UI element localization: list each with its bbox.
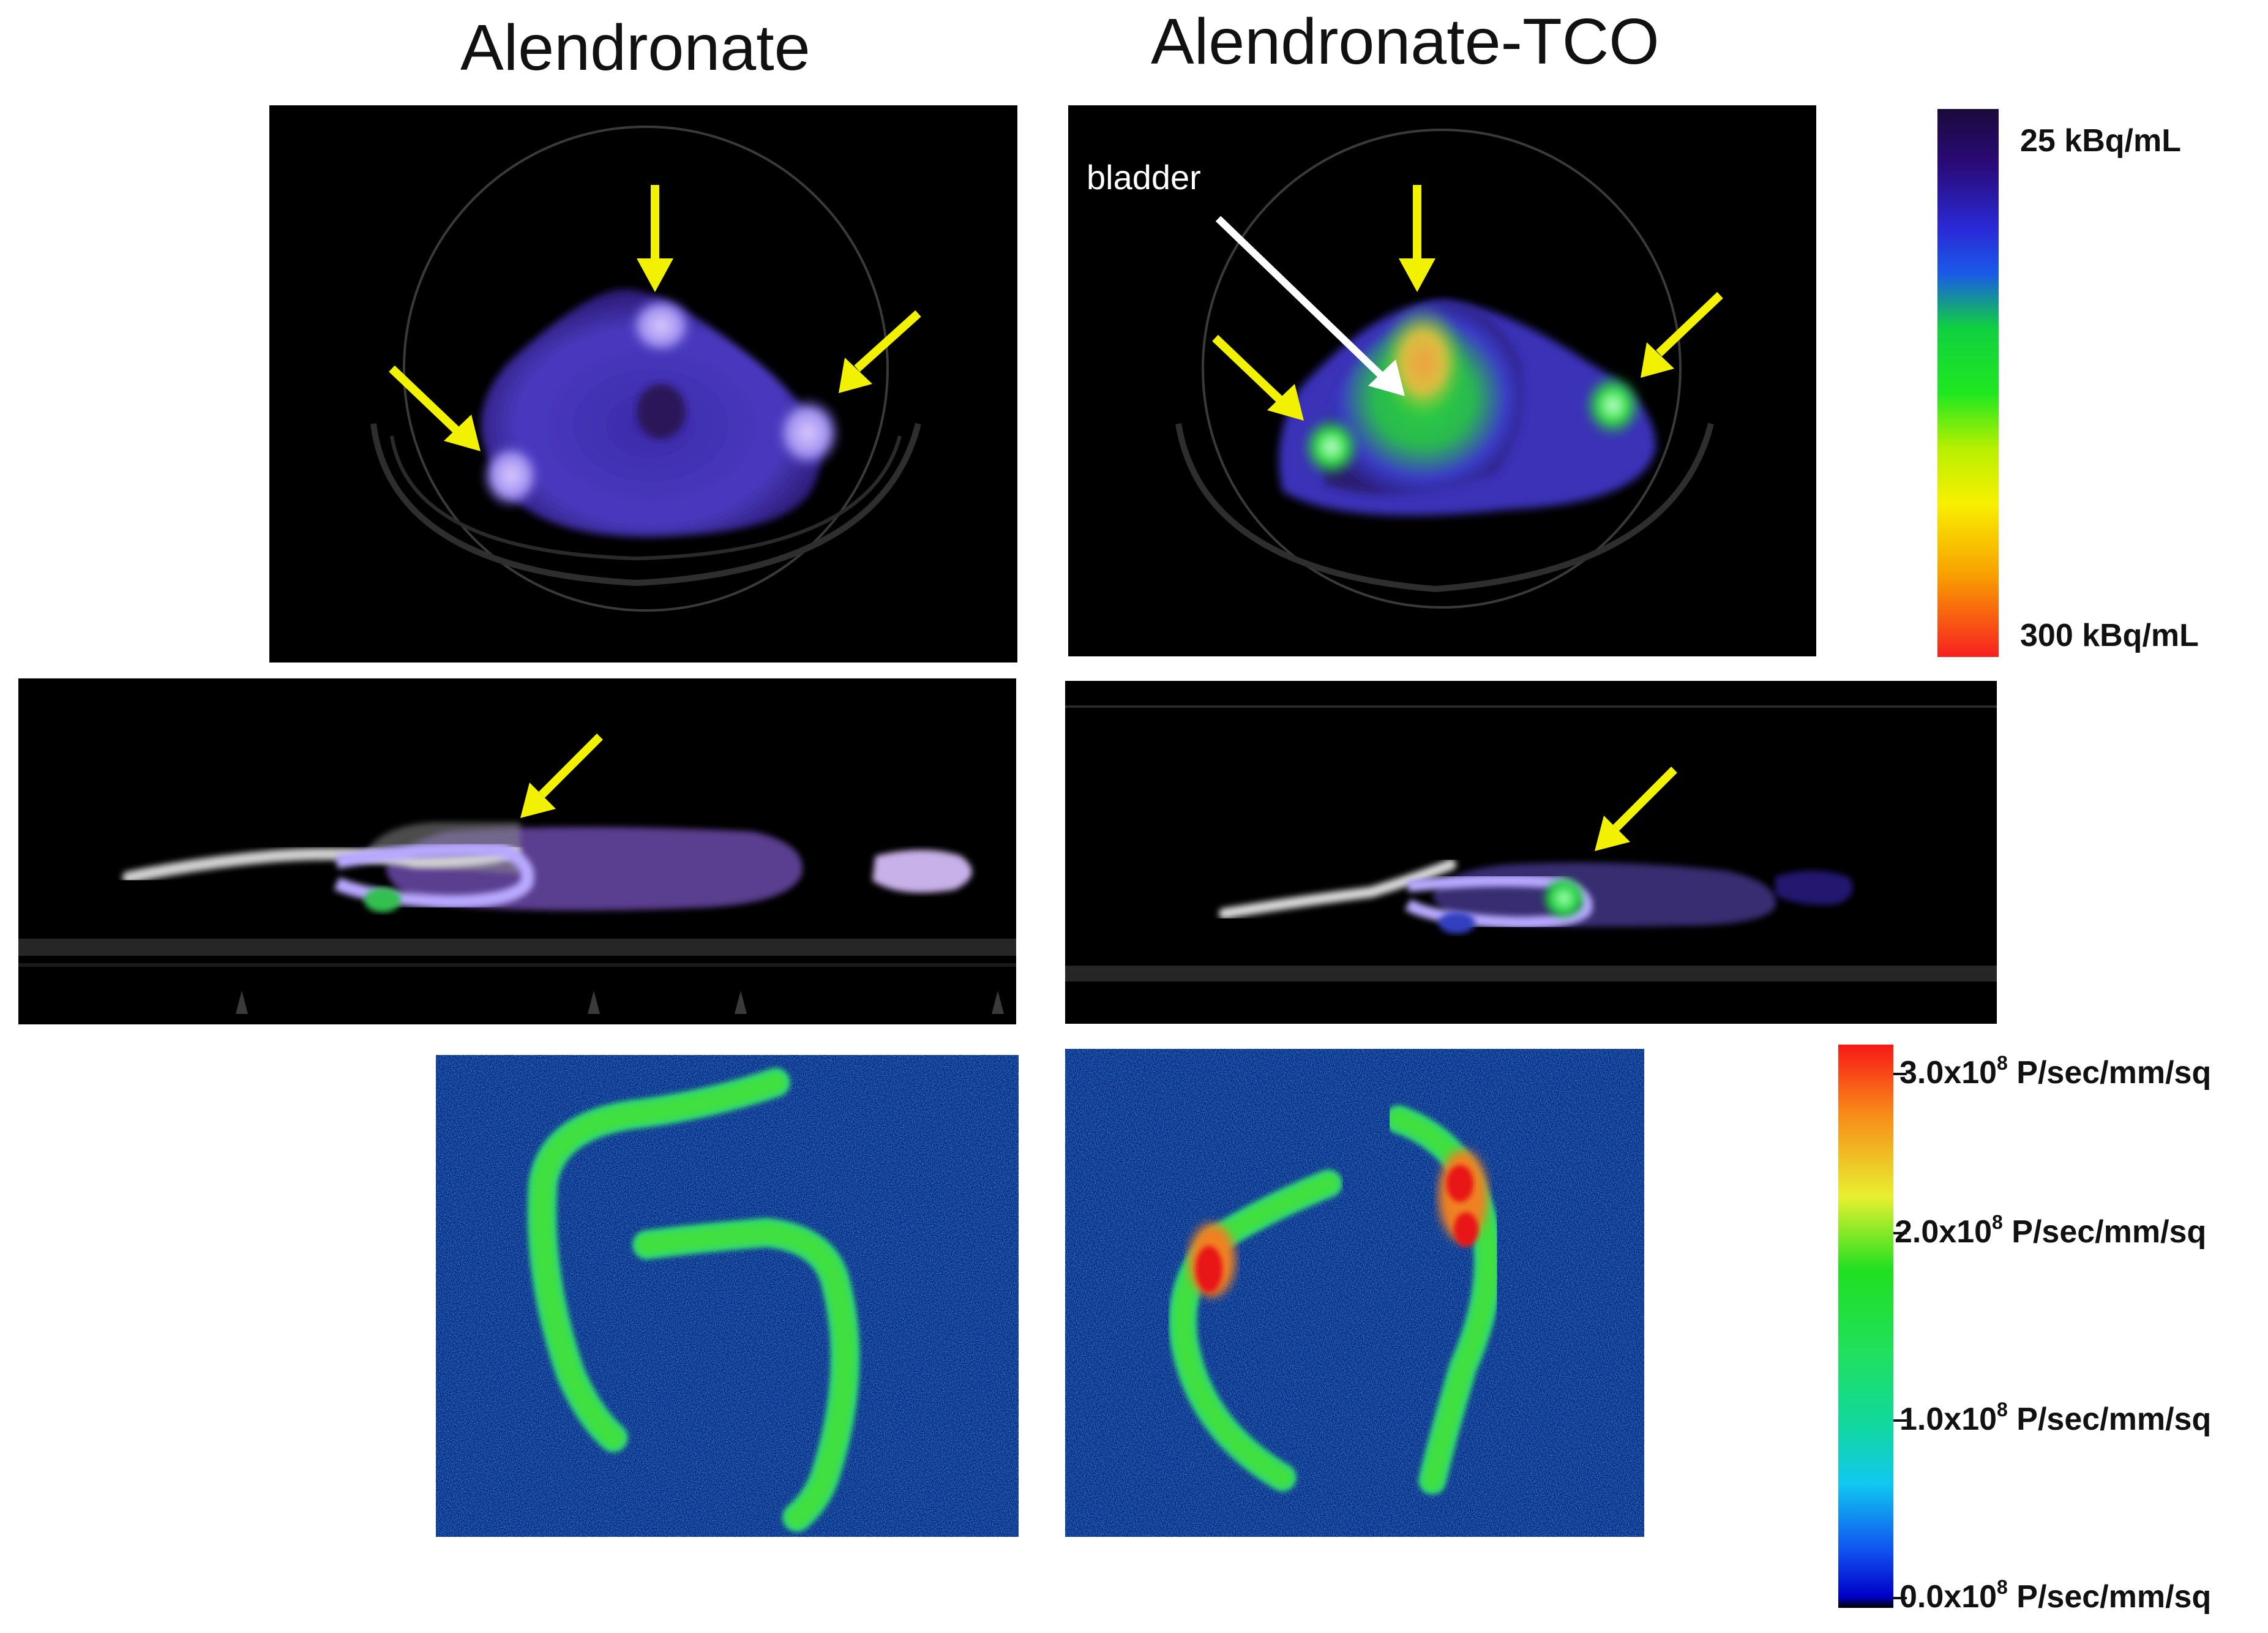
column-title-alendronate: Alendronate xyxy=(460,12,810,84)
pet-colorbar-bottom-label: 300 kBq/mL xyxy=(2020,618,2199,653)
pet-axial-alendronate xyxy=(269,105,1017,663)
pet-sagittal-alendronate xyxy=(18,678,1016,1024)
fluorescence-colorbar-tick xyxy=(1893,1073,1907,1075)
fluorescence-colorbar-label-0: 0.0x108 P/sec/mm/sq xyxy=(1899,1576,2212,1615)
fluorescence-colorbar-tick xyxy=(1893,1597,1907,1599)
fluorescence-colorbar-tick xyxy=(1893,1232,1907,1234)
fluorescence-colorbar-tick xyxy=(1893,1419,1907,1422)
fluorescence-alendronate-tco-image xyxy=(1065,1049,1644,1537)
fluorescence-colorbar xyxy=(1838,1045,1893,1608)
pet-colorbar xyxy=(1937,109,1999,657)
pet-axial-alendronate-tco: bladder xyxy=(1068,105,1816,656)
column-title-alendronate-tco: Alendronate-TCO xyxy=(1151,6,1660,78)
bladder-label: bladder xyxy=(1087,158,1201,197)
pet-sagittal-alendronate-tco-image xyxy=(1065,705,1997,982)
fluorescence-alendronate-tco xyxy=(1065,1049,1644,1537)
fluorescence-alendronate-image xyxy=(436,1055,1019,1537)
pet-sagittal-alendronate-tco xyxy=(1065,681,1997,1024)
pet-colorbar-top-label: 25 kBq/mL xyxy=(2020,123,2181,159)
pet-sagittal-alendronate-image xyxy=(18,734,1016,1014)
fluorescence-colorbar-label-3: 3.0x108 P/sec/mm/sq xyxy=(1899,1052,2212,1091)
pet-axial-alendronate-tco-image xyxy=(1175,129,1723,609)
fluorescence-colorbar-label-2: 2.0x108 P/sec/mm/sq xyxy=(1895,1211,2207,1250)
fluorescence-colorbar-label-1: 1.0x108 P/sec/mm/sq xyxy=(1899,1398,2212,1437)
fluorescence-alendronate xyxy=(436,1055,1019,1537)
pet-axial-alendronate-image xyxy=(370,126,921,612)
